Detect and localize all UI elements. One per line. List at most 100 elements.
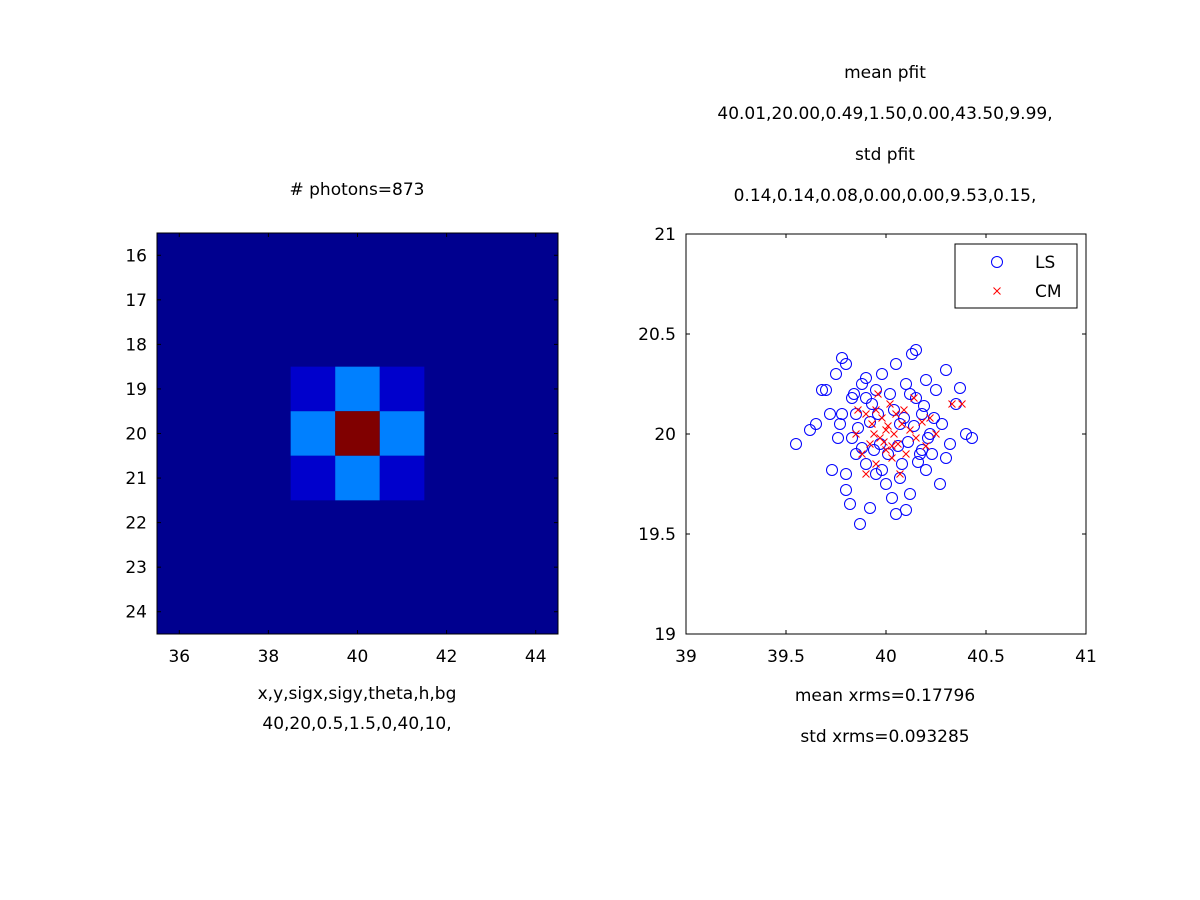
cm-point (852, 430, 860, 438)
cm-point (870, 430, 878, 438)
y-tick-label: 19.5 (638, 525, 676, 545)
cm-point (906, 426, 914, 434)
ls-point (884, 388, 896, 400)
y-tick-label: 20.5 (638, 325, 676, 345)
x-tick-label: 39 (675, 647, 697, 667)
ls-point (918, 400, 930, 412)
ls-point (904, 488, 916, 500)
y-tick-label: 21 (654, 225, 676, 245)
ls-point (860, 392, 872, 404)
cm-point (910, 394, 918, 402)
ls-point (920, 374, 932, 386)
cm-point (868, 420, 876, 428)
cm-point (912, 434, 920, 442)
ls-point (804, 424, 816, 436)
heatmap-cell (290, 411, 336, 456)
legend-label: CM (1035, 282, 1062, 302)
cm-point (888, 442, 896, 450)
cm-point (948, 400, 956, 408)
ls-point (902, 436, 914, 448)
cm-point (902, 450, 910, 458)
heatmap-cell (335, 366, 380, 412)
heatmap-xlabel-line1: x,y,sigx,sigy,theta,h,bg (257, 684, 457, 704)
ls-point (910, 392, 922, 404)
ls-point (920, 464, 932, 476)
ls-point (870, 468, 882, 480)
cm-point (888, 454, 896, 462)
ls-point (960, 428, 972, 440)
cm-point (866, 440, 874, 448)
x-tick-label: 42 (436, 647, 458, 667)
legend-cm-marker (993, 287, 1001, 295)
y-tick-label: 18 (125, 335, 147, 355)
scatter-plot: 39 39.5 40 40.5 41 19 19.5 20 20.5 21 LS CM (638, 225, 1097, 667)
x-tick-label: 38 (258, 647, 280, 667)
scatter-title-line2: 40.01,20.00,0.49,1.50,0.00,43.50,9.99, (717, 104, 1053, 124)
legend-ls-marker (991, 256, 1003, 268)
ls-point (856, 378, 868, 390)
ls-point (840, 468, 852, 480)
ls-point (854, 518, 866, 530)
ls-point (860, 372, 872, 384)
ls-point (836, 352, 848, 364)
cm-point (880, 438, 888, 446)
y-tick-label: 21 (125, 469, 147, 489)
ls-point (908, 420, 920, 432)
ls-point (894, 418, 906, 430)
ls-point (830, 368, 842, 380)
legend-box (954, 243, 1078, 309)
cm-point (894, 440, 902, 448)
x-tick-label: 36 (168, 647, 190, 667)
scatter-title-line3: std pfit (855, 145, 915, 165)
cm-point (892, 410, 900, 418)
heatmap-cell (290, 455, 336, 501)
ls-point (864, 502, 876, 514)
scatter-points (790, 344, 978, 530)
ls-point (836, 408, 848, 420)
ls-point (816, 384, 828, 396)
cm-point (886, 400, 894, 408)
scatter-title-line1: mean pfit (844, 63, 926, 83)
cm-point (922, 442, 930, 450)
ls-point (900, 504, 912, 516)
cm-point (878, 414, 886, 422)
heatmap-xlabel-line2: 40,20,0.5,1.5,0,40,10, (262, 714, 452, 734)
ls-point (848, 388, 860, 400)
scatter-xlabel-line2: std xrms=0.093285 (800, 727, 970, 747)
ls-point (966, 432, 978, 444)
ls-point (886, 492, 898, 504)
ls-point (934, 478, 946, 490)
ls-point (852, 422, 864, 434)
y-tick-label: 24 (125, 603, 147, 623)
cm-point (918, 418, 926, 426)
ls-point (860, 458, 872, 470)
cm-point (890, 430, 898, 438)
ls-point (832, 432, 844, 444)
x-tick-label: 40.5 (967, 647, 1005, 667)
cm-point (872, 406, 880, 414)
ls-point (826, 464, 838, 476)
cm-point (926, 414, 934, 422)
ls-point (906, 348, 918, 360)
ls-point (928, 412, 940, 424)
ls-point (910, 344, 922, 356)
cm-point (896, 470, 904, 478)
ls-point (876, 464, 888, 476)
cm-point (874, 390, 882, 398)
heatmap-cell (379, 455, 425, 501)
ls-point (936, 418, 948, 430)
y-tick-label: 20 (654, 425, 676, 445)
ls-point (820, 384, 832, 396)
scatter-xlabel-line1: mean xrms=0.17796 (794, 686, 976, 706)
ls-point (834, 418, 846, 430)
cm-point (854, 406, 862, 414)
x-tick-label: 40 (875, 647, 897, 667)
ls-point (864, 416, 876, 428)
heatmap-title: # photons=873 (289, 180, 425, 200)
ls-point (930, 384, 942, 396)
ls-point (944, 438, 956, 450)
y-tick-label: 17 (125, 291, 147, 311)
ls-point (898, 412, 910, 424)
heatmap-cell (335, 455, 380, 501)
